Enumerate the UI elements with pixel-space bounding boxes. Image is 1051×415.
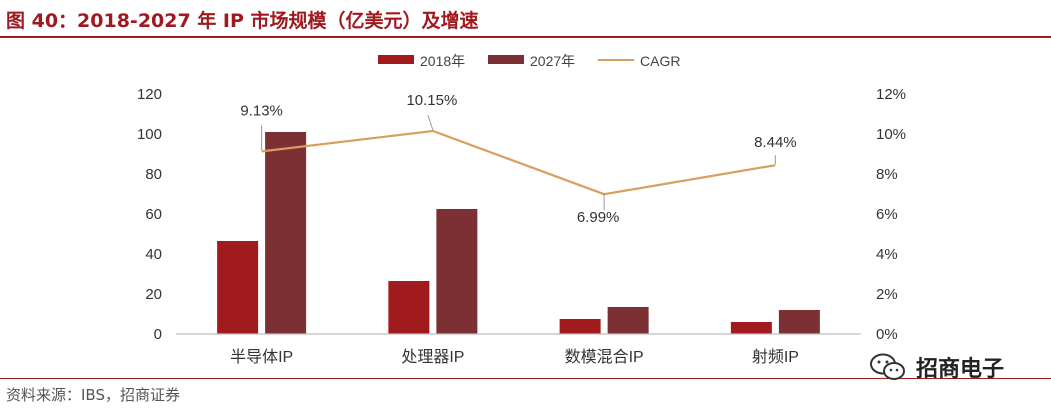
cagr-data-label: 9.13% xyxy=(240,102,283,119)
bars xyxy=(217,132,820,334)
data-label-leader xyxy=(427,114,434,131)
right-tick-label: 0% xyxy=(876,326,898,343)
bar-2027 xyxy=(607,307,649,334)
left-tick-label: 100 xyxy=(137,126,162,143)
watermark-text: 招商电子 xyxy=(916,357,1005,382)
right-tick-label: 4% xyxy=(876,246,898,263)
category-label: 处理器IP xyxy=(401,348,464,366)
bar-2027 xyxy=(265,132,307,334)
footer-divider xyxy=(0,378,1051,379)
category-label: 射频IP xyxy=(752,348,799,366)
cagr-data-label: 8.44% xyxy=(754,134,797,151)
right-tick-label: 2% xyxy=(876,286,898,303)
left-tick-label: 40 xyxy=(145,246,162,263)
right-tick-label: 6% xyxy=(876,206,898,223)
cagr-line xyxy=(261,129,776,196)
figure-title: 图 40：2018-2027 年 IP 市场规模（亿美元）及增速 xyxy=(6,10,479,32)
watermark: 招商电子 xyxy=(868,352,1004,382)
right-tick-label: 10% xyxy=(876,126,906,143)
data-labels: 9.13% 10.15% 6.99% 8.44% xyxy=(240,92,796,226)
source-note: 资料来源：IBS，招商证券 xyxy=(6,386,180,404)
legend-swatch xyxy=(488,55,524,64)
bar-2018 xyxy=(559,319,601,334)
legend-label: 2027年 xyxy=(530,53,575,69)
bar-2018 xyxy=(730,322,772,334)
category-labels: 半导体IP 处理器IP 数模混合IP 射频IP xyxy=(230,348,799,366)
left-tick-label: 0 xyxy=(154,326,162,343)
left-tick-label: 20 xyxy=(145,286,162,303)
category-label: 半导体IP xyxy=(230,348,293,366)
left-tick-label: 80 xyxy=(145,166,162,183)
right-axis: 0% 2% 4% 6% 8% 10% 12% xyxy=(876,86,906,343)
bar-2027 xyxy=(778,310,820,334)
legend-swatch xyxy=(378,55,414,64)
cagr-data-label: 6.99% xyxy=(577,209,620,226)
title-divider xyxy=(0,36,1051,38)
legend-label: CAGR xyxy=(640,53,680,69)
legend-label: 2018年 xyxy=(420,53,465,69)
category-label: 数模混合IP xyxy=(565,348,644,366)
right-tick-label: 12% xyxy=(876,86,906,103)
chart: 0 20 40 60 80 100 120 0% 2% 4% 6% 8% 10% 12% 半导体IP 处理… xyxy=(137,53,906,366)
left-axis: 0 20 40 60 80 100 120 xyxy=(137,86,162,343)
right-tick-label: 8% xyxy=(876,166,898,183)
left-tick-label: 120 xyxy=(137,86,162,103)
bar-2018 xyxy=(388,281,430,334)
left-tick-label: 60 xyxy=(145,206,162,223)
wechat-icon xyxy=(870,353,905,380)
bar-2027 xyxy=(436,209,478,334)
legend: 2018年 2027年 CAGR xyxy=(378,53,680,69)
cagr-data-label: 10.15% xyxy=(406,92,457,109)
bar-2018 xyxy=(217,241,259,334)
